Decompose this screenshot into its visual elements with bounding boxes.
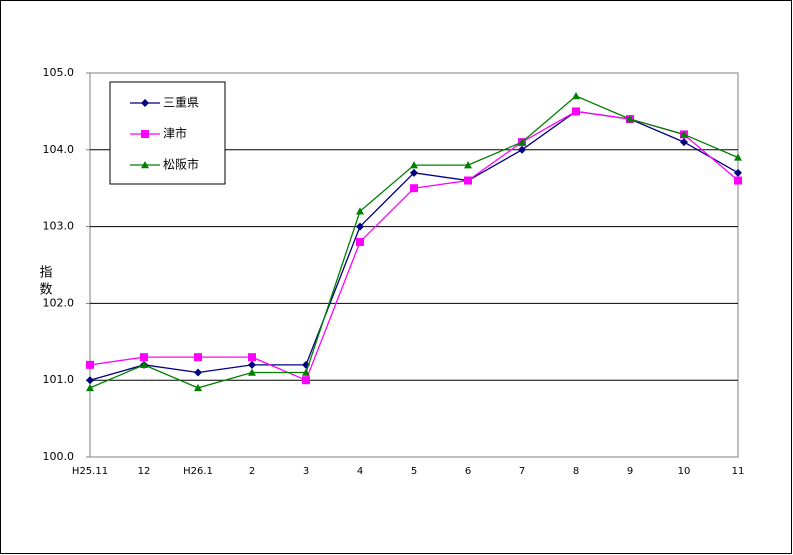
data-point bbox=[194, 353, 202, 362]
y-tick-label: 105.0 bbox=[43, 66, 75, 79]
data-point bbox=[410, 184, 418, 193]
data-point bbox=[248, 368, 256, 376]
data-point bbox=[734, 153, 742, 161]
x-tick-label: H26.1 bbox=[183, 466, 213, 477]
x-tick-label: 2 bbox=[249, 466, 255, 477]
data-point bbox=[734, 176, 742, 185]
data-point bbox=[572, 107, 580, 116]
legend-marker bbox=[141, 130, 149, 138]
data-point bbox=[464, 176, 472, 185]
data-point bbox=[356, 222, 364, 231]
data-point bbox=[140, 360, 148, 369]
x-tick-label: 7 bbox=[519, 466, 525, 477]
data-point bbox=[248, 360, 256, 369]
data-point bbox=[518, 138, 526, 146]
y-tick-label: 102.0 bbox=[43, 296, 75, 309]
data-point bbox=[464, 161, 472, 169]
legend-label: 三重県 bbox=[163, 96, 199, 110]
data-point bbox=[194, 383, 202, 392]
data-point bbox=[572, 92, 580, 100]
x-tick-label: 11 bbox=[732, 466, 745, 477]
data-point bbox=[410, 168, 418, 177]
data-point bbox=[86, 383, 94, 392]
x-tick-label: 10 bbox=[678, 466, 691, 477]
data-point bbox=[302, 376, 310, 385]
data-point bbox=[86, 360, 94, 369]
data-point bbox=[518, 145, 526, 154]
data-point bbox=[248, 353, 256, 362]
data-point bbox=[626, 115, 634, 123]
y-tick-label: 100.0 bbox=[43, 450, 75, 463]
data-point bbox=[410, 161, 418, 169]
x-tick-label: 9 bbox=[627, 466, 633, 477]
y-axis-label: 指数 bbox=[37, 265, 53, 299]
y-tick-label: 103.0 bbox=[43, 220, 75, 233]
data-point bbox=[356, 237, 364, 246]
data-point bbox=[86, 376, 94, 385]
data-point bbox=[194, 368, 202, 377]
x-tick-label: 4 bbox=[357, 466, 363, 477]
x-tick-label: 3 bbox=[303, 466, 309, 477]
x-tick-label: H25.11 bbox=[72, 466, 108, 477]
data-point bbox=[734, 168, 742, 177]
data-point bbox=[302, 368, 310, 376]
y-tick-label: 101.0 bbox=[43, 373, 75, 386]
legend-marker bbox=[141, 99, 149, 107]
x-tick-label: 12 bbox=[138, 466, 151, 477]
legend-label: 津市 bbox=[163, 126, 187, 141]
x-tick-label: 6 bbox=[465, 466, 471, 477]
x-tick-label: 5 bbox=[411, 466, 417, 477]
data-point bbox=[140, 353, 148, 362]
legend-marker bbox=[141, 161, 149, 169]
legend-label: 松阪市 bbox=[163, 157, 199, 172]
data-point bbox=[680, 130, 688, 138]
data-point bbox=[356, 207, 364, 215]
legend bbox=[109, 81, 226, 185]
data-point bbox=[680, 138, 688, 147]
x-tick-label: 8 bbox=[573, 466, 579, 477]
y-tick-label: 104.0 bbox=[43, 143, 75, 156]
